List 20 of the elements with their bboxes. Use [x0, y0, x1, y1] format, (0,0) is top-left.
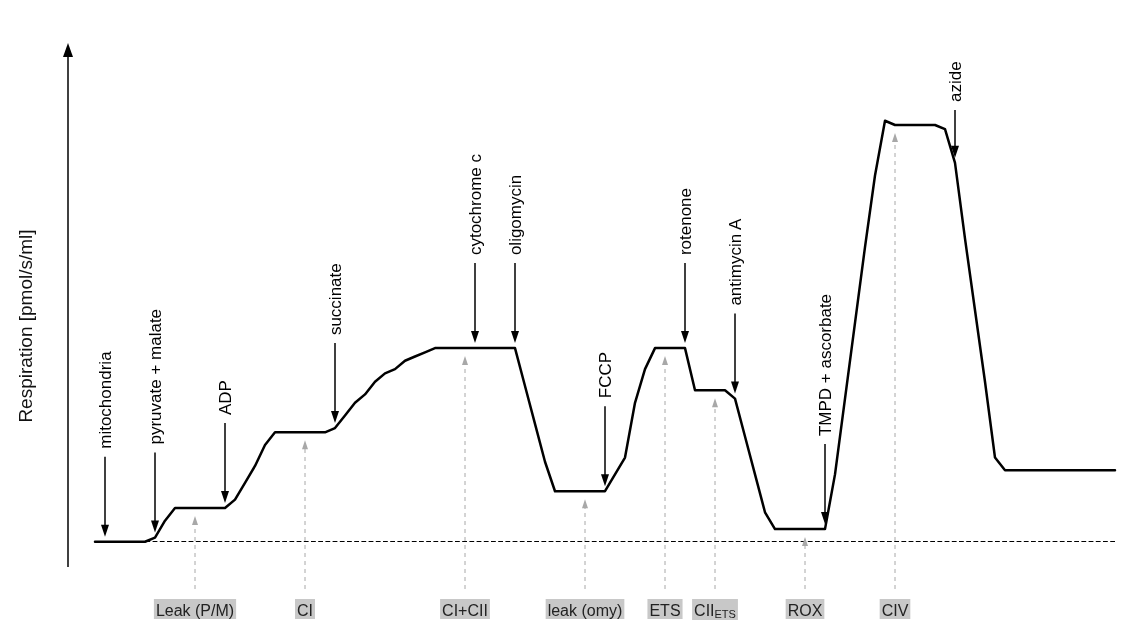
annotation: ADP [215, 380, 235, 416]
y-axis-title: Respiration [pmol/s/ml] [14, 229, 36, 423]
x-tick-label: ROX [787, 601, 823, 619]
x-tick-label: CIV [881, 601, 909, 619]
text: azide [945, 61, 965, 102]
x-tick-label: ETS [649, 601, 681, 619]
annotation: oligomycin [505, 174, 525, 256]
annotation: mitochondria [95, 350, 115, 449]
annotation: rotenone [675, 187, 695, 256]
annotation: FCCP [595, 351, 615, 399]
annotation: antimycin A [725, 218, 745, 306]
x-tick-label: Leak (P/M) [155, 601, 235, 619]
x-tick-label: leak (omy) [547, 601, 623, 619]
annotation: pyruvate + malate [145, 308, 165, 445]
x-tick-label: CI [297, 601, 313, 619]
annotation: TMPD + ascorbate [815, 293, 835, 437]
annotation: succinate [325, 263, 345, 336]
annotation: cytochrome c [465, 153, 485, 256]
x-tick-label: CIIETS [694, 602, 736, 620]
x-tick-label: CI+CII [442, 601, 488, 619]
